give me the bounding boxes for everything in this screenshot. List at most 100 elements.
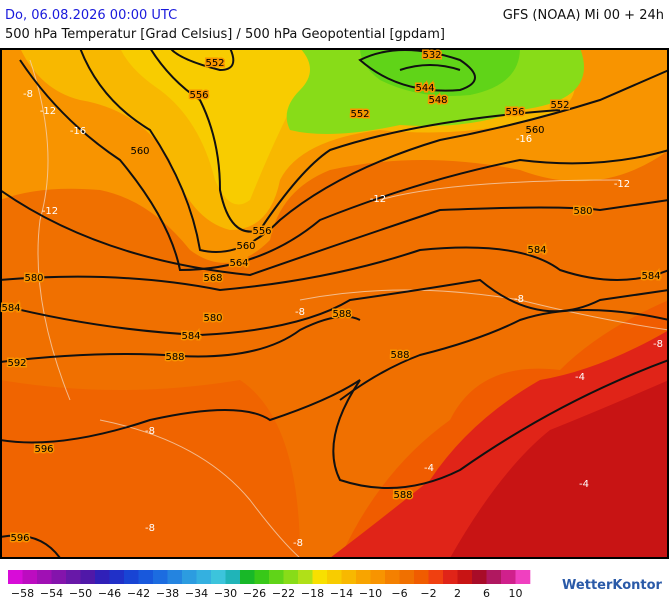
legend-tick: −30 xyxy=(214,587,237,600)
contour-label: 588 xyxy=(390,350,409,361)
legend-swatch xyxy=(501,570,516,584)
legend-swatch xyxy=(66,570,81,584)
legend-tick: −22 xyxy=(272,587,295,600)
temperature-label: -4 xyxy=(575,372,585,383)
map-title: 500 hPa Temperatur [Grad Celsius] / 500 … xyxy=(5,27,445,42)
date: Do, 06.08.2026 00:00 UTC xyxy=(5,8,177,23)
temperature-label: -12 xyxy=(40,106,56,117)
contour-label: 580 xyxy=(573,206,592,217)
contour-label: 556 xyxy=(252,226,271,237)
legend-tick: −18 xyxy=(301,587,324,600)
legend-swatch xyxy=(196,570,212,584)
contour-label: 580 xyxy=(203,313,222,324)
contour-label: 584 xyxy=(1,303,20,314)
contour-label: 552 xyxy=(205,58,224,69)
contour-label: 552 xyxy=(350,109,369,120)
legend-swatch xyxy=(457,570,473,584)
model-run: GFS (NOAA) Mi 00 + 24h xyxy=(503,8,664,23)
contour-label: 596 xyxy=(34,444,53,455)
legend-swatch xyxy=(414,570,429,584)
temperature-label: -12 xyxy=(42,206,58,217)
legend-swatch xyxy=(472,570,487,584)
legend-tick: −10 xyxy=(359,587,382,600)
legend-swatch xyxy=(22,570,38,584)
contour-label: 580 xyxy=(24,273,43,284)
contour-label: 532 xyxy=(422,50,441,61)
temperature-label: -16 xyxy=(516,134,532,145)
contour-label: 548 xyxy=(428,95,447,106)
legend-tick: −6 xyxy=(391,587,407,600)
legend-tick: 10 xyxy=(509,587,523,600)
temperature-label: -8 xyxy=(295,307,305,318)
legend-swatch xyxy=(167,570,183,584)
legend-swatch xyxy=(312,570,328,584)
contour-label: 596 xyxy=(10,533,29,544)
map xyxy=(1,49,668,558)
legend-tick: 2 xyxy=(454,587,461,600)
legend-tick: −38 xyxy=(156,587,179,600)
contour-label: 544 xyxy=(415,83,434,94)
contour-label: 588 xyxy=(332,309,351,320)
legend-swatch xyxy=(124,570,139,584)
legend-swatch xyxy=(8,570,23,584)
legend-swatch xyxy=(515,570,531,584)
temperature-label: -8 xyxy=(653,339,663,350)
legend-swatch xyxy=(225,570,241,584)
legend-swatch xyxy=(399,570,415,584)
contour-label: 552 xyxy=(550,100,569,111)
map-frame xyxy=(0,48,669,559)
contour-label: 584 xyxy=(641,271,660,282)
temperature-label: -4 xyxy=(424,463,434,474)
legend-swatch xyxy=(327,570,342,584)
legend-tick: −58 xyxy=(11,587,34,600)
legend-swatch xyxy=(356,570,371,584)
legend-tick: −34 xyxy=(185,587,208,600)
temperature-labels: -8 -12 -16 -12 -12 -12 -16 -8 -8 -8 -8 -4 -4 -4 -8 -8 xyxy=(23,89,663,549)
legend-swatch xyxy=(37,570,52,584)
temperature-label: -12 xyxy=(614,179,630,190)
legend: −58 −54 −50 −46 −42 −38 −34 −30 −26 −22 −18 −14 −10−… xyxy=(8,570,531,600)
legend-swatch xyxy=(283,570,299,584)
contour-label: 584 xyxy=(527,245,546,256)
contour-label: 588 xyxy=(393,490,412,501)
temperature-label: -16 xyxy=(70,126,86,137)
temperature-label: -8 xyxy=(23,89,33,100)
legend-swatch xyxy=(298,570,313,584)
legend-swatch xyxy=(95,570,110,584)
legend-swatch xyxy=(182,570,197,584)
legend-tick: −26 xyxy=(243,587,266,600)
contour-label: 560 xyxy=(236,241,255,252)
legend-swatch xyxy=(240,570,255,584)
temperature-label: -8 xyxy=(145,426,155,437)
contour-label: 568 xyxy=(203,273,222,284)
legend-swatch xyxy=(109,570,125,584)
contour-label: 556 xyxy=(189,90,208,101)
temperature-label: -8 xyxy=(514,294,524,305)
legend-swatch xyxy=(428,570,444,584)
legend-tick: −14 xyxy=(330,587,353,600)
legend-tick: −54 xyxy=(40,587,63,600)
legend-swatch xyxy=(341,570,357,584)
contour-label: 556 xyxy=(505,107,524,118)
legend-swatch xyxy=(51,570,67,584)
contour-label: 588 xyxy=(165,352,184,363)
legend-swatch xyxy=(138,570,154,584)
logo: WetterKontor xyxy=(562,578,663,593)
legend-swatch xyxy=(269,570,284,584)
contour-label: 584 xyxy=(181,331,200,342)
legend-swatch xyxy=(370,570,386,584)
contour-label: 560 xyxy=(130,146,149,157)
legend-swatch xyxy=(153,570,168,584)
legend-tick: 6 xyxy=(483,587,490,600)
legend-tick: −46 xyxy=(98,587,121,600)
legend-swatch xyxy=(211,570,226,584)
temperature-label: -4 xyxy=(579,479,589,490)
contour-label: 564 xyxy=(229,258,248,269)
legend-swatch xyxy=(385,570,400,584)
contour-label: 592 xyxy=(7,358,26,369)
legend-swatch xyxy=(443,570,458,584)
legend-swatch xyxy=(254,570,270,584)
legend-tick: −42 xyxy=(127,587,150,600)
